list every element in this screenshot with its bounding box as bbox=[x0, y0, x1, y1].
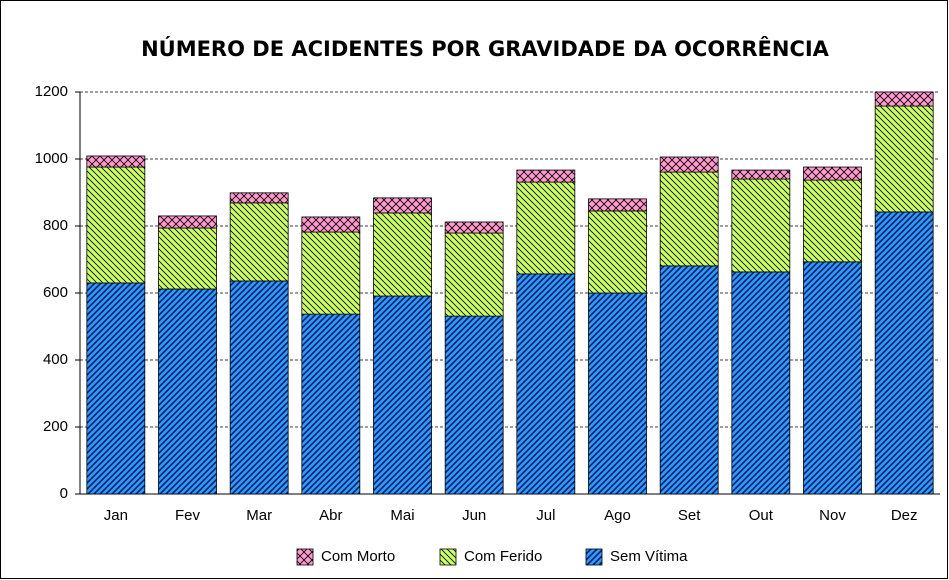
legend-label: Sem Vítima bbox=[610, 548, 688, 565]
bar-segment bbox=[229, 280, 289, 495]
y-tick-label: 1200 bbox=[35, 83, 68, 100]
x-tick-label: Abr bbox=[319, 507, 342, 524]
bar-segment bbox=[731, 178, 791, 273]
legend-label: Com Ferido bbox=[464, 548, 542, 565]
y-tick-label: 0 bbox=[60, 485, 68, 502]
bar-segment bbox=[158, 227, 217, 290]
bar-segment bbox=[373, 212, 432, 297]
y-tick-label: 400 bbox=[43, 351, 68, 368]
y-tick-label: 200 bbox=[43, 418, 68, 435]
bar-segment bbox=[444, 221, 504, 234]
bar-segment bbox=[516, 169, 576, 183]
bar-segment bbox=[588, 198, 647, 212]
bar-segment bbox=[373, 197, 432, 214]
legend-swatch bbox=[439, 548, 457, 566]
bar-segment bbox=[874, 211, 934, 495]
x-tick-label: Dez bbox=[891, 507, 918, 524]
bar-segment bbox=[516, 273, 576, 495]
bar-segment bbox=[874, 91, 934, 107]
legend-swatch bbox=[296, 548, 314, 566]
x-tick-label: Mai bbox=[390, 507, 414, 524]
bar-segment bbox=[803, 261, 862, 495]
bar-segment bbox=[158, 215, 217, 229]
bar-segment bbox=[444, 315, 504, 495]
bar-segment bbox=[731, 271, 791, 495]
bar-segment bbox=[444, 232, 504, 317]
x-tick-label: Jun bbox=[462, 507, 486, 524]
bar-segment bbox=[659, 265, 719, 495]
bar-segment bbox=[659, 171, 719, 267]
bar-segment bbox=[516, 181, 576, 275]
bar-segment bbox=[86, 155, 146, 168]
bar-segment bbox=[86, 166, 146, 284]
bar-segment bbox=[803, 166, 862, 181]
bar-segment bbox=[373, 295, 432, 495]
bar-segment bbox=[86, 282, 146, 495]
x-tick-label: Nov bbox=[819, 507, 846, 524]
bar-segment bbox=[588, 210, 647, 294]
bar-segment bbox=[158, 288, 217, 495]
bar-segment bbox=[301, 313, 361, 495]
legend-swatch bbox=[585, 548, 603, 566]
x-tick-label: Jul bbox=[536, 507, 555, 524]
x-tick-label: Mar bbox=[246, 507, 272, 524]
bar-segment bbox=[301, 231, 361, 315]
x-tick-label: Out bbox=[749, 507, 774, 524]
x-tick-label: Ago bbox=[604, 507, 631, 524]
y-tick-label: 1000 bbox=[35, 150, 68, 167]
x-tick-label: Jan bbox=[104, 507, 128, 524]
bar-segment bbox=[588, 292, 647, 495]
y-tick-label: 800 bbox=[43, 217, 68, 234]
bar-segment bbox=[229, 192, 289, 204]
legend-label: Com Morto bbox=[321, 548, 395, 565]
chart-title: NÚMERO DE ACIDENTES POR GRAVIDADE DA OCO… bbox=[141, 36, 830, 61]
bar-segment bbox=[229, 202, 289, 282]
bar-segment bbox=[874, 105, 934, 213]
bar-segment bbox=[731, 169, 791, 180]
bar-segment bbox=[301, 216, 361, 233]
x-tick-label: Set bbox=[678, 507, 701, 524]
y-tick-label: 600 bbox=[43, 284, 68, 301]
x-tick-label: Fev bbox=[175, 507, 201, 524]
bar-segment bbox=[659, 156, 719, 173]
bar-segment bbox=[803, 179, 862, 263]
